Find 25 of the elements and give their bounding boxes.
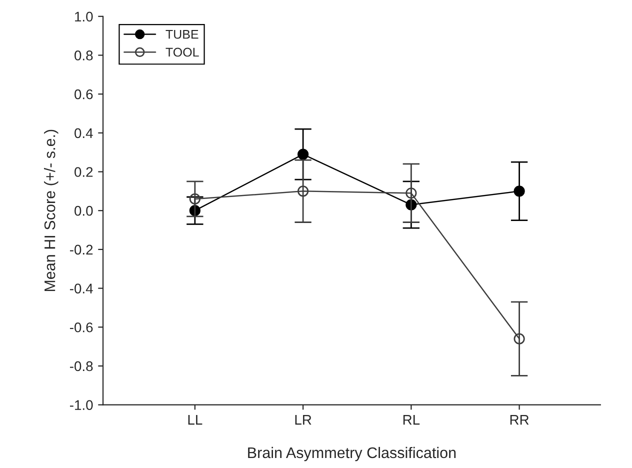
y-tick-label: -0.8: [70, 361, 93, 372]
y-tick-label: 0.2: [74, 167, 93, 177]
y-tick-label: -0.6: [70, 322, 93, 332]
y-tick-label: 1.0: [75, 12, 93, 22]
x-axis-title: Brain Asymmetry Classification: [248, 446, 456, 462]
x-tick-label: LR: [295, 415, 312, 425]
y-axis-title: Mean HI Score (+/- s.e.): [44, 130, 58, 292]
y-tick-label: -0.4: [70, 284, 93, 294]
x-tick-label: RL: [403, 415, 420, 425]
point: [514, 333, 525, 344]
legend-label: TUBE: [166, 30, 198, 39]
legend-label: TOOL: [166, 48, 199, 57]
point: [514, 186, 525, 197]
point: [406, 188, 417, 199]
x-tick-label: LL: [188, 415, 202, 425]
point: [297, 186, 309, 197]
point: [297, 148, 309, 160]
y-tick-label: -1.0: [70, 400, 93, 410]
point: [189, 193, 200, 205]
y-tick-label: 0.6: [74, 89, 93, 100]
y-tick-label: 0.8: [74, 50, 93, 60]
y-tick-label: 0.4: [74, 128, 93, 138]
y-tick-label: -0.2: [70, 244, 93, 255]
y-tick-label: 0.0: [74, 206, 93, 216]
x-tick-label: RR: [510, 415, 529, 425]
